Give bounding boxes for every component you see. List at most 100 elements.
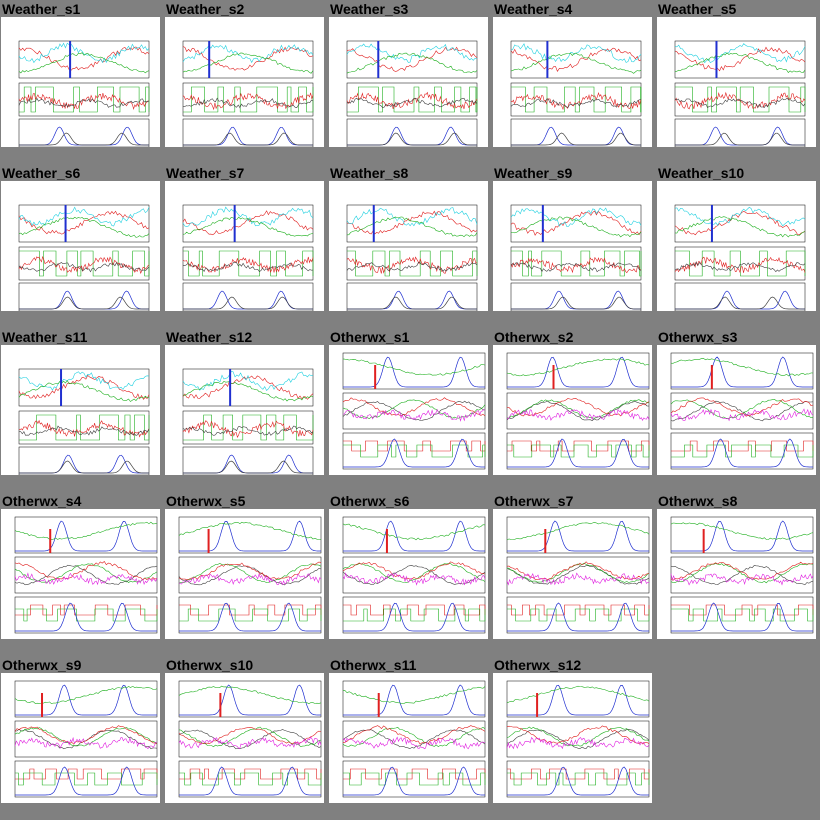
series-line — [14, 726, 158, 747]
thumbnail-image[interactable] — [657, 345, 816, 475]
panel-frame — [18, 446, 150, 475]
thumbnail-plot — [182, 204, 314, 311]
series-line — [674, 52, 806, 74]
thumbnail-image[interactable] — [493, 673, 652, 803]
thumbnail-image[interactable] — [165, 509, 324, 639]
thumbnail-cell[interactable]: Otherwx_s5 — [164, 492, 328, 656]
panel-frame — [674, 246, 806, 281]
thumbnail-cell[interactable]: Weather_s10 — [656, 164, 820, 328]
thumbnail-cell[interactable]: Otherwx_s9 — [0, 656, 164, 820]
thumbnail-image[interactable] — [329, 673, 488, 803]
thumbnail-plot — [506, 352, 650, 470]
thumbnail-image[interactable] — [329, 17, 488, 147]
series-line — [343, 608, 486, 622]
thumbnail-image[interactable] — [493, 509, 652, 639]
thumbnail-image[interactable] — [165, 673, 324, 803]
thumbnail-image[interactable] — [1, 673, 160, 803]
thumbnail-cell[interactable]: Weather_s9 — [492, 164, 656, 328]
series-line — [343, 768, 486, 780]
series-line — [18, 380, 150, 402]
thumbnail-image[interactable] — [493, 17, 652, 147]
thumbnail-image[interactable] — [657, 181, 816, 311]
panel-frame — [18, 410, 150, 445]
series-line — [346, 261, 478, 272]
thumbnail-plot — [670, 352, 814, 470]
series-line — [675, 290, 805, 310]
series-line — [182, 46, 314, 71]
series-line — [19, 414, 150, 441]
thumbnail-cell[interactable]: Weather_s5 — [656, 0, 820, 164]
thumbnail-image[interactable] — [493, 181, 652, 311]
series-line — [346, 43, 478, 63]
thumbnail-cell[interactable]: Weather_s1 — [0, 0, 164, 164]
series-line — [18, 371, 150, 391]
thumbnail-cell[interactable]: Otherwx_s11 — [328, 656, 492, 820]
data-bar — [710, 205, 713, 242]
thumbnail-cell[interactable]: Weather_s3 — [328, 0, 492, 164]
thumbnail-cell[interactable]: Weather_s8 — [328, 164, 492, 328]
thumbnail-title: Otherwx_s10 — [166, 657, 254, 673]
thumbnail-plot — [342, 516, 486, 634]
thumbnail-image[interactable] — [1, 345, 160, 475]
thumbnail-image[interactable] — [165, 345, 324, 475]
thumbnail-image[interactable] — [657, 17, 816, 147]
series-line — [674, 46, 806, 72]
data-bar — [710, 365, 713, 389]
thumbnail-plot — [182, 40, 314, 147]
thumbnail-image[interactable] — [657, 509, 816, 639]
thumbnail-image[interactable] — [493, 345, 652, 475]
thumbnail-plot — [674, 40, 806, 147]
series-line — [507, 768, 650, 780]
thumbnail-cell[interactable]: Otherwx_s2 — [492, 328, 656, 492]
thumbnail-title: Otherwx_s5 — [166, 493, 246, 509]
thumbnail-cell[interactable]: Otherwx_s7 — [492, 492, 656, 656]
panel-frame — [18, 368, 150, 407]
series-line — [18, 425, 150, 436]
series-line — [507, 444, 650, 458]
series-line — [346, 97, 478, 108]
thumbnail-image[interactable] — [165, 181, 324, 311]
series-line — [178, 736, 322, 750]
series-line — [670, 358, 814, 377]
thumbnail-cell[interactable]: Weather_s2 — [164, 0, 328, 164]
series-line — [183, 97, 314, 109]
thumbnail-cell[interactable]: Otherwx_s1 — [328, 328, 492, 492]
thumbnail-image[interactable] — [1, 17, 160, 147]
thumbnail-cell[interactable]: Otherwx_s10 — [164, 656, 328, 820]
thumbnail-cell[interactable]: Weather_s6 — [0, 164, 164, 328]
series-line — [343, 772, 486, 786]
panel-frame — [506, 432, 650, 470]
thumbnail-image[interactable] — [1, 181, 160, 311]
thumbnail-title: Otherwx_s11 — [330, 657, 417, 673]
thumbnail-cell[interactable]: Weather_s12 — [164, 328, 328, 492]
series-line — [19, 296, 149, 310]
thumbnail-image[interactable] — [165, 17, 324, 147]
thumbnail-image[interactable] — [329, 345, 488, 475]
thumbnail-cell[interactable]: Otherwx_s4 — [0, 492, 164, 656]
series-line — [343, 520, 485, 552]
series-line — [674, 91, 806, 110]
series-line — [674, 256, 806, 274]
thumbnail-cell[interactable]: Otherwx_s6 — [328, 492, 492, 656]
series-line — [507, 684, 649, 716]
panel-frame — [510, 282, 642, 311]
thumbnail-cell[interactable]: Otherwx_s12 — [492, 656, 656, 820]
series-line — [506, 561, 650, 580]
series-line — [179, 768, 322, 780]
series-line — [342, 686, 486, 704]
thumbnail-cell[interactable]: Weather_s7 — [164, 164, 328, 328]
thumbnail-title: Otherwx_s1 — [330, 329, 410, 345]
thumbnail-image[interactable] — [329, 509, 488, 639]
series-line — [347, 86, 478, 113]
thumbnail-image[interactable] — [329, 181, 488, 311]
thumbnail-cell[interactable]: Otherwx_s3 — [656, 328, 820, 492]
series-line — [15, 766, 157, 796]
series-line — [507, 772, 650, 786]
data-bar — [552, 365, 555, 389]
thumbnail-cell[interactable]: Weather_s11 — [0, 328, 164, 492]
thumbnail-image[interactable] — [1, 509, 160, 639]
series-line — [506, 728, 650, 749]
data-bar — [207, 529, 210, 553]
thumbnail-cell[interactable]: Weather_s4 — [492, 0, 656, 164]
thumbnail-cell[interactable]: Otherwx_s8 — [656, 492, 820, 656]
